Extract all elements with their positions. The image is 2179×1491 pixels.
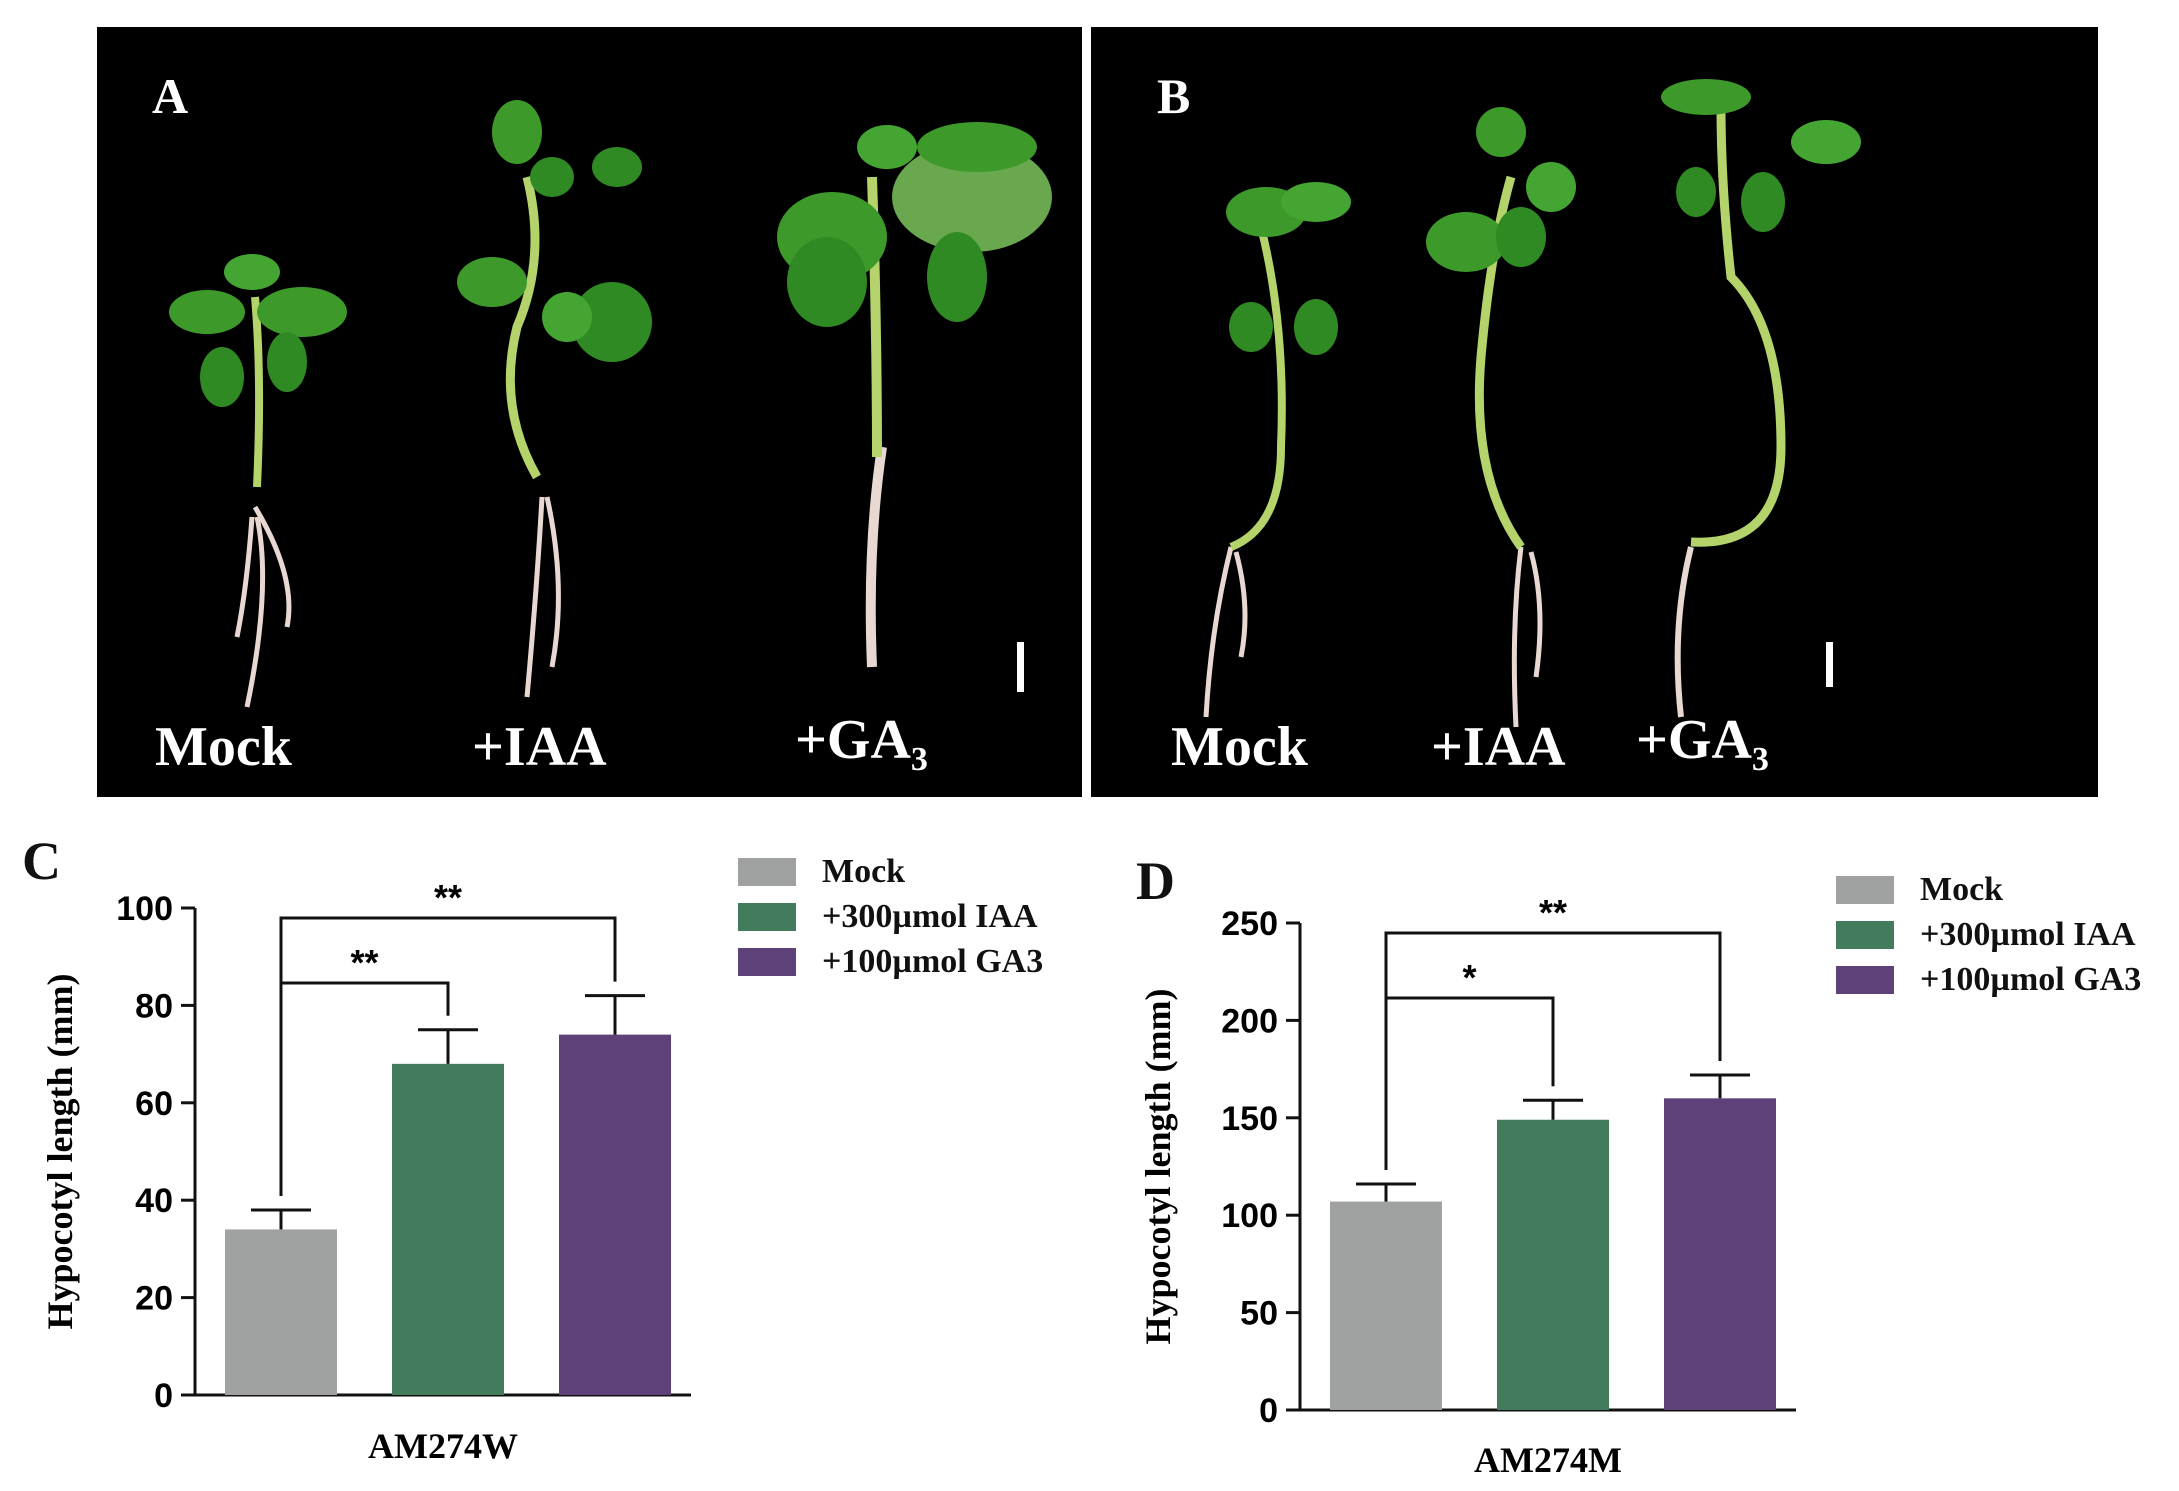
y-tick-label: 200 bbox=[1221, 1002, 1278, 1040]
legend-swatch-mock-d bbox=[1836, 876, 1894, 904]
seedlings-photo-b bbox=[1203, 79, 1861, 728]
legend-c: Mock +300µmol IAA +100µmol GA3 bbox=[738, 852, 1098, 982]
legend-d: Mock +300µmol IAA +100µmol GA3 bbox=[1836, 870, 2176, 1000]
mock-seedling-a bbox=[169, 254, 347, 708]
bar-ga3 bbox=[559, 1034, 671, 1395]
bar-mock bbox=[225, 1229, 337, 1395]
chart-panel-tag-c: C bbox=[22, 831, 61, 891]
treatment-label-ga3-b: +GA3 bbox=[1636, 708, 1769, 779]
treatment-label-ga3-b-text: +GA bbox=[1636, 708, 1752, 771]
chart-panel-tag-d: D bbox=[1136, 851, 1175, 911]
y-tick-label: 250 bbox=[1221, 905, 1278, 943]
treatment-label-mock-a: Mock bbox=[155, 716, 292, 778]
ga3-seedling-b bbox=[1661, 79, 1861, 718]
treatment-label-ga3-b-sub: 3 bbox=[1751, 741, 1769, 778]
y-axis-label: Hypocotyl length (mm) bbox=[1138, 989, 1178, 1345]
significance-label: ** bbox=[350, 942, 378, 983]
y-tick-label: 50 bbox=[1240, 1295, 1278, 1333]
y-tick-label: 100 bbox=[1221, 1197, 1278, 1235]
treatment-label-ga3-a-text: +GA bbox=[795, 708, 911, 771]
x-axis-label: AM274W bbox=[368, 1426, 518, 1466]
scale-bar-a bbox=[1017, 642, 1024, 692]
treatment-label-ga3-a: +GA3 bbox=[795, 708, 928, 779]
bar-chart-d: 0 50 100 150 200 250 Hypocotyl length (mm) AM27… bbox=[1138, 892, 1796, 1480]
seedlings-photo-a bbox=[169, 100, 1052, 708]
y-tick-label: 80 bbox=[135, 987, 173, 1025]
y-tick-label: 0 bbox=[1259, 1392, 1278, 1430]
treatment-label-ga3-a-sub: 3 bbox=[910, 741, 928, 778]
significance-label: ** bbox=[434, 877, 462, 918]
mock-seedling-b bbox=[1203, 182, 1351, 718]
bar-iaa bbox=[1497, 1119, 1609, 1410]
bar-ga3 bbox=[1664, 1098, 1776, 1410]
legend-swatch-ga3-d bbox=[1836, 966, 1894, 994]
iaa-seedling-b bbox=[1426, 107, 1576, 728]
legend-label-iaa-c: +300µmol IAA bbox=[822, 898, 1038, 935]
y-tick-label: 0 bbox=[154, 1377, 173, 1415]
y-tick-label: 100 bbox=[116, 890, 173, 928]
iaa-seedling-a bbox=[457, 100, 652, 698]
legend-swatch-mock-c bbox=[738, 858, 796, 886]
significance-bracket bbox=[279, 916, 617, 1196]
photo-panel-a: A Mock +IAA +GA3 bbox=[97, 27, 1082, 797]
legend-label-mock-d: Mock bbox=[1920, 871, 2004, 908]
legend-swatch-iaa-c bbox=[738, 903, 796, 931]
significance-bracket bbox=[1384, 931, 1722, 1171]
legend-label-iaa-d: +300µmol IAA bbox=[1920, 916, 2136, 953]
y-axis-label: Hypocotyl length (mm) bbox=[40, 974, 80, 1330]
significance-label: ** bbox=[1539, 892, 1567, 933]
treatment-label-iaa-a: +IAA bbox=[472, 716, 607, 778]
y-tick-label: 150 bbox=[1221, 1100, 1278, 1138]
bar-mock bbox=[1330, 1201, 1442, 1410]
treatment-label-mock-b: Mock bbox=[1171, 716, 1308, 778]
legend-swatch-iaa-d bbox=[1836, 921, 1894, 949]
bar-iaa bbox=[392, 1063, 504, 1395]
scale-bar-b bbox=[1826, 642, 1833, 687]
significance-label: * bbox=[1462, 957, 1476, 998]
y-tick-label: 60 bbox=[135, 1085, 173, 1123]
legend-label-ga3-d: +100µmol GA3 bbox=[1920, 961, 2142, 998]
y-tick-label: 20 bbox=[135, 1280, 173, 1318]
x-axis-label: AM274M bbox=[1474, 1440, 1622, 1480]
ga3-seedling-a bbox=[777, 122, 1052, 668]
y-tick-label: 40 bbox=[135, 1182, 173, 1220]
panel-letter-a: A bbox=[152, 68, 189, 124]
legend-swatch-ga3-c bbox=[738, 948, 796, 976]
legend-label-mock-c: Mock bbox=[822, 853, 906, 890]
photo-panel-b: B Mock +IAA +GA3 bbox=[1091, 27, 2098, 797]
legend-label-ga3-c: +100µmol GA3 bbox=[822, 943, 1044, 980]
panel-letter-b: B bbox=[1157, 68, 1191, 124]
treatment-label-iaa-b: +IAA bbox=[1431, 716, 1566, 778]
bar-chart-c: 0 20 40 60 80 100 Hypocotyl length (mm) AM274W *… bbox=[40, 877, 691, 1466]
